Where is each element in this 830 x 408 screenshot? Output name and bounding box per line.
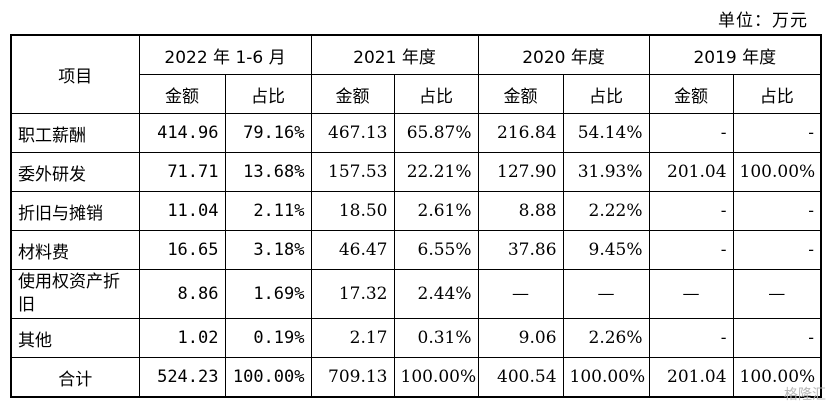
row-label: 材料费 [10,230,140,270]
cell-value: 54.14% [562,113,650,153]
cell-value: 71.71 [138,152,226,192]
cell-value: 2.11% [224,191,312,231]
rd-expense-table: 项目 2022 年 1-6 月 2021 年度 2020 年度 2019 年度 … [10,34,823,398]
row-label: 使用权资产折旧 [10,269,140,319]
cell-value: - [732,191,822,231]
cell-value: 414.96 [138,113,226,153]
cell-value: 2.44% [393,269,479,319]
cell-value: 467.13 [310,113,395,153]
row-label: 职工薪酬 [10,113,140,153]
header-amount: 金额 [477,74,564,114]
cell-value: 216.84 [477,113,564,153]
header-period-2019: 2019 年度 [648,34,822,75]
cell-value: — [732,269,822,319]
cell-value: 17.32 [310,269,395,319]
table-row-other: 其他 1.02 0.19% 2.17 0.31% 9.06 2.26% - - [10,318,822,358]
cell-value: 157.53 [310,152,395,192]
cell-value: 100.00% [732,152,822,192]
header-ratio: 占比 [224,74,312,114]
header-amount: 金额 [648,74,734,114]
total-value: 100.00% [562,357,650,398]
header-item: 项目 [10,34,140,114]
total-value: 100.00% [224,357,312,398]
unit-label: 单位：万元 [718,11,808,31]
header-ratio: 占比 [393,74,479,114]
cell-value: 2.26% [562,318,650,358]
cell-value: — [477,269,564,319]
cell-value: 6.55% [393,230,479,270]
table-row-outsourced-rd: 委外研发 71.71 13.68% 157.53 22.21% 127.90 3… [10,152,822,192]
total-label: 合计 [10,357,140,398]
header-period-2020: 2020 年度 [477,34,650,75]
cell-value: 37.86 [477,230,564,270]
cell-value: - [732,230,822,270]
total-value: 100.00% [732,357,822,398]
cell-value: 8.88 [477,191,564,231]
cell-value: 13.68% [224,152,312,192]
row-label: 委外研发 [10,152,140,192]
header-amount: 金额 [310,74,395,114]
watermark-logo: 格隆汇 [784,387,826,403]
total-value: 400.54 [477,357,564,398]
cell-value: 18.50 [310,191,395,231]
cell-value: 65.87% [393,113,479,153]
cell-value: 31.93% [562,152,650,192]
cell-value: - [648,230,734,270]
header-period-2021: 2021 年度 [310,34,479,75]
cell-value: 3.18% [224,230,312,270]
table-row-total: 合计 524.23 100.00% 709.13 100.00% 400.54 … [10,357,822,398]
table-row-materials: 材料费 16.65 3.18% 46.47 6.55% 37.86 9.45% … [10,230,822,270]
header-row-metrics: 金额 占比 金额 占比 金额 占比 金额 占比 [11,74,822,114]
total-value: 201.04 [648,357,734,398]
cell-value: — [562,269,650,319]
cell-value: 1.02 [138,318,226,358]
total-value: 709.13 [310,357,395,398]
cell-value: 11.04 [138,191,226,231]
table-row-staff-salary: 职工薪酬 414.96 79.16% 467.13 65.87% 216.84 … [10,113,822,153]
cell-value: 201.04 [648,152,734,192]
cell-value: 16.65 [138,230,226,270]
row-label: 折旧与摊销 [10,191,140,231]
cell-value: 9.45% [562,230,650,270]
cell-value: 127.90 [477,152,564,192]
cell-value: 46.47 [310,230,395,270]
table-row-rou-asset-depreciation: 使用权资产折旧 8.86 1.69% 17.32 2.44% — — — — [10,269,822,319]
cell-value: 0.31% [393,318,479,358]
cell-value: - [732,113,822,153]
header-row-periods: 项目 2022 年 1-6 月 2021 年度 2020 年度 2019 年度 [10,34,822,114]
cell-value: 1.69% [224,269,312,319]
cell-value: 2.61% [393,191,479,231]
row-label: 其他 [10,318,140,358]
cell-value: - [648,318,734,358]
header-ratio: 占比 [732,74,822,114]
cell-value: — [648,269,734,319]
cell-value: 22.21% [393,152,479,192]
cell-value: 0.19% [224,318,312,358]
table-row-depreciation-amortization: 折旧与摊销 11.04 2.11% 18.50 2.61% 8.88 2.22%… [10,191,822,231]
total-value: 100.00% [393,357,479,398]
cell-value: 8.86 [138,269,226,319]
header-ratio: 占比 [562,74,650,114]
header-amount: 金额 [138,74,226,114]
cell-value: - [732,318,822,358]
cell-value: 9.06 [477,318,564,358]
cell-value: - [648,191,734,231]
cell-value: 79.16% [224,113,312,153]
header-period-2022h1: 2022 年 1-6 月 [138,34,312,75]
cell-value: - [648,113,734,153]
total-value: 524.23 [138,357,226,398]
cell-value: 2.22% [562,191,650,231]
cell-value: 2.17 [310,318,395,358]
